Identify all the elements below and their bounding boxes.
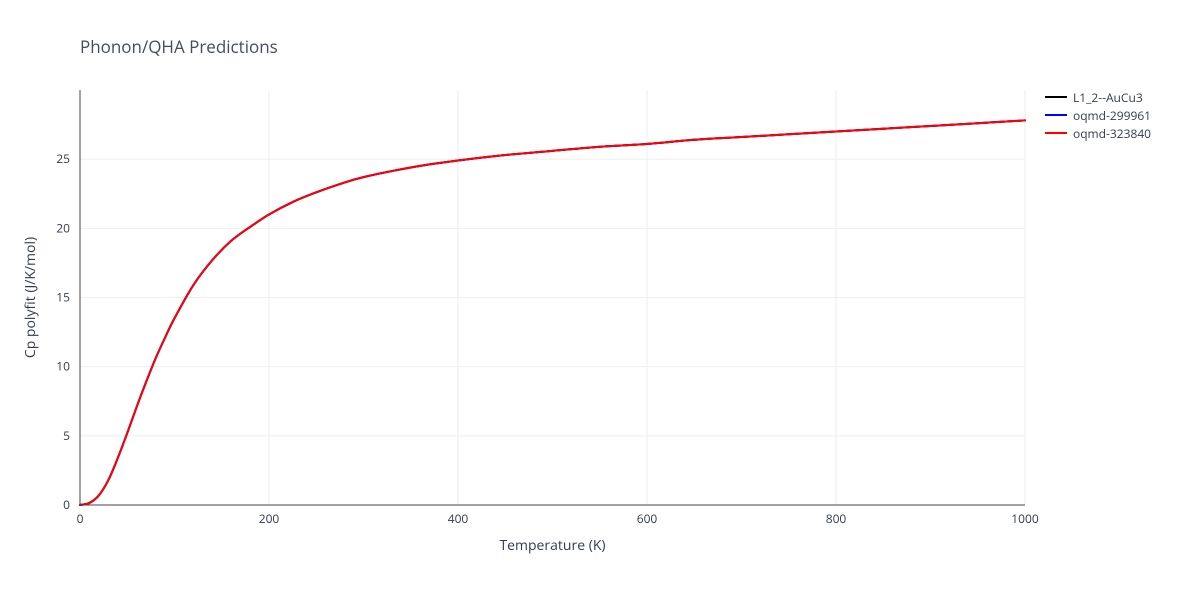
y-axis-label: Cp polyfit (J/K/mol)	[21, 237, 40, 358]
legend: L1_2--AuCu3 oqmd-299961 oqmd-323840	[1045, 88, 1151, 142]
grid-layer	[80, 90, 1025, 505]
legend-swatch-2	[1045, 132, 1067, 134]
ticks-layer: 0 200 400 600 800 1000 0 5 10 15 20 25	[56, 150, 1039, 527]
svg-text:10: 10	[56, 358, 70, 375]
legend-swatch-1	[1045, 114, 1067, 116]
svg-text:1000: 1000	[1011, 510, 1039, 527]
svg-text:600: 600	[637, 510, 658, 527]
svg-text:15: 15	[56, 289, 70, 306]
svg-text:200: 200	[259, 510, 280, 527]
svg-text:800: 800	[826, 510, 847, 527]
series-L1_2--AuCu3	[80, 120, 1025, 505]
legend-item-1[interactable]: oqmd-299961	[1045, 106, 1151, 124]
svg-text:0: 0	[77, 510, 84, 527]
svg-text:0: 0	[63, 496, 70, 513]
svg-text:400: 400	[448, 510, 469, 527]
legend-item-0[interactable]: L1_2--AuCu3	[1045, 88, 1151, 106]
legend-swatch-0	[1045, 96, 1067, 98]
series-oqmd-299961	[80, 120, 1025, 505]
x-axis-label: Temperature (K)	[499, 536, 605, 555]
series-oqmd-323840	[80, 120, 1025, 505]
chart-container: Phonon/QHA Predictions 02004006008001000…	[0, 0, 1200, 600]
svg-text:25: 25	[56, 150, 70, 167]
svg-text:20: 20	[56, 219, 70, 236]
legend-label-1: oqmd-299961	[1073, 107, 1151, 124]
legend-label-2: oqmd-323840	[1073, 125, 1151, 142]
svg-text:5: 5	[63, 427, 70, 444]
legend-item-2[interactable]: oqmd-323840	[1045, 124, 1151, 142]
chart-plot: 0 200 400 600 800 1000 0 5 10 15 20 25 Temperature …	[0, 0, 1200, 600]
series-layer	[80, 120, 1025, 505]
legend-label-0: L1_2--AuCu3	[1073, 89, 1143, 106]
